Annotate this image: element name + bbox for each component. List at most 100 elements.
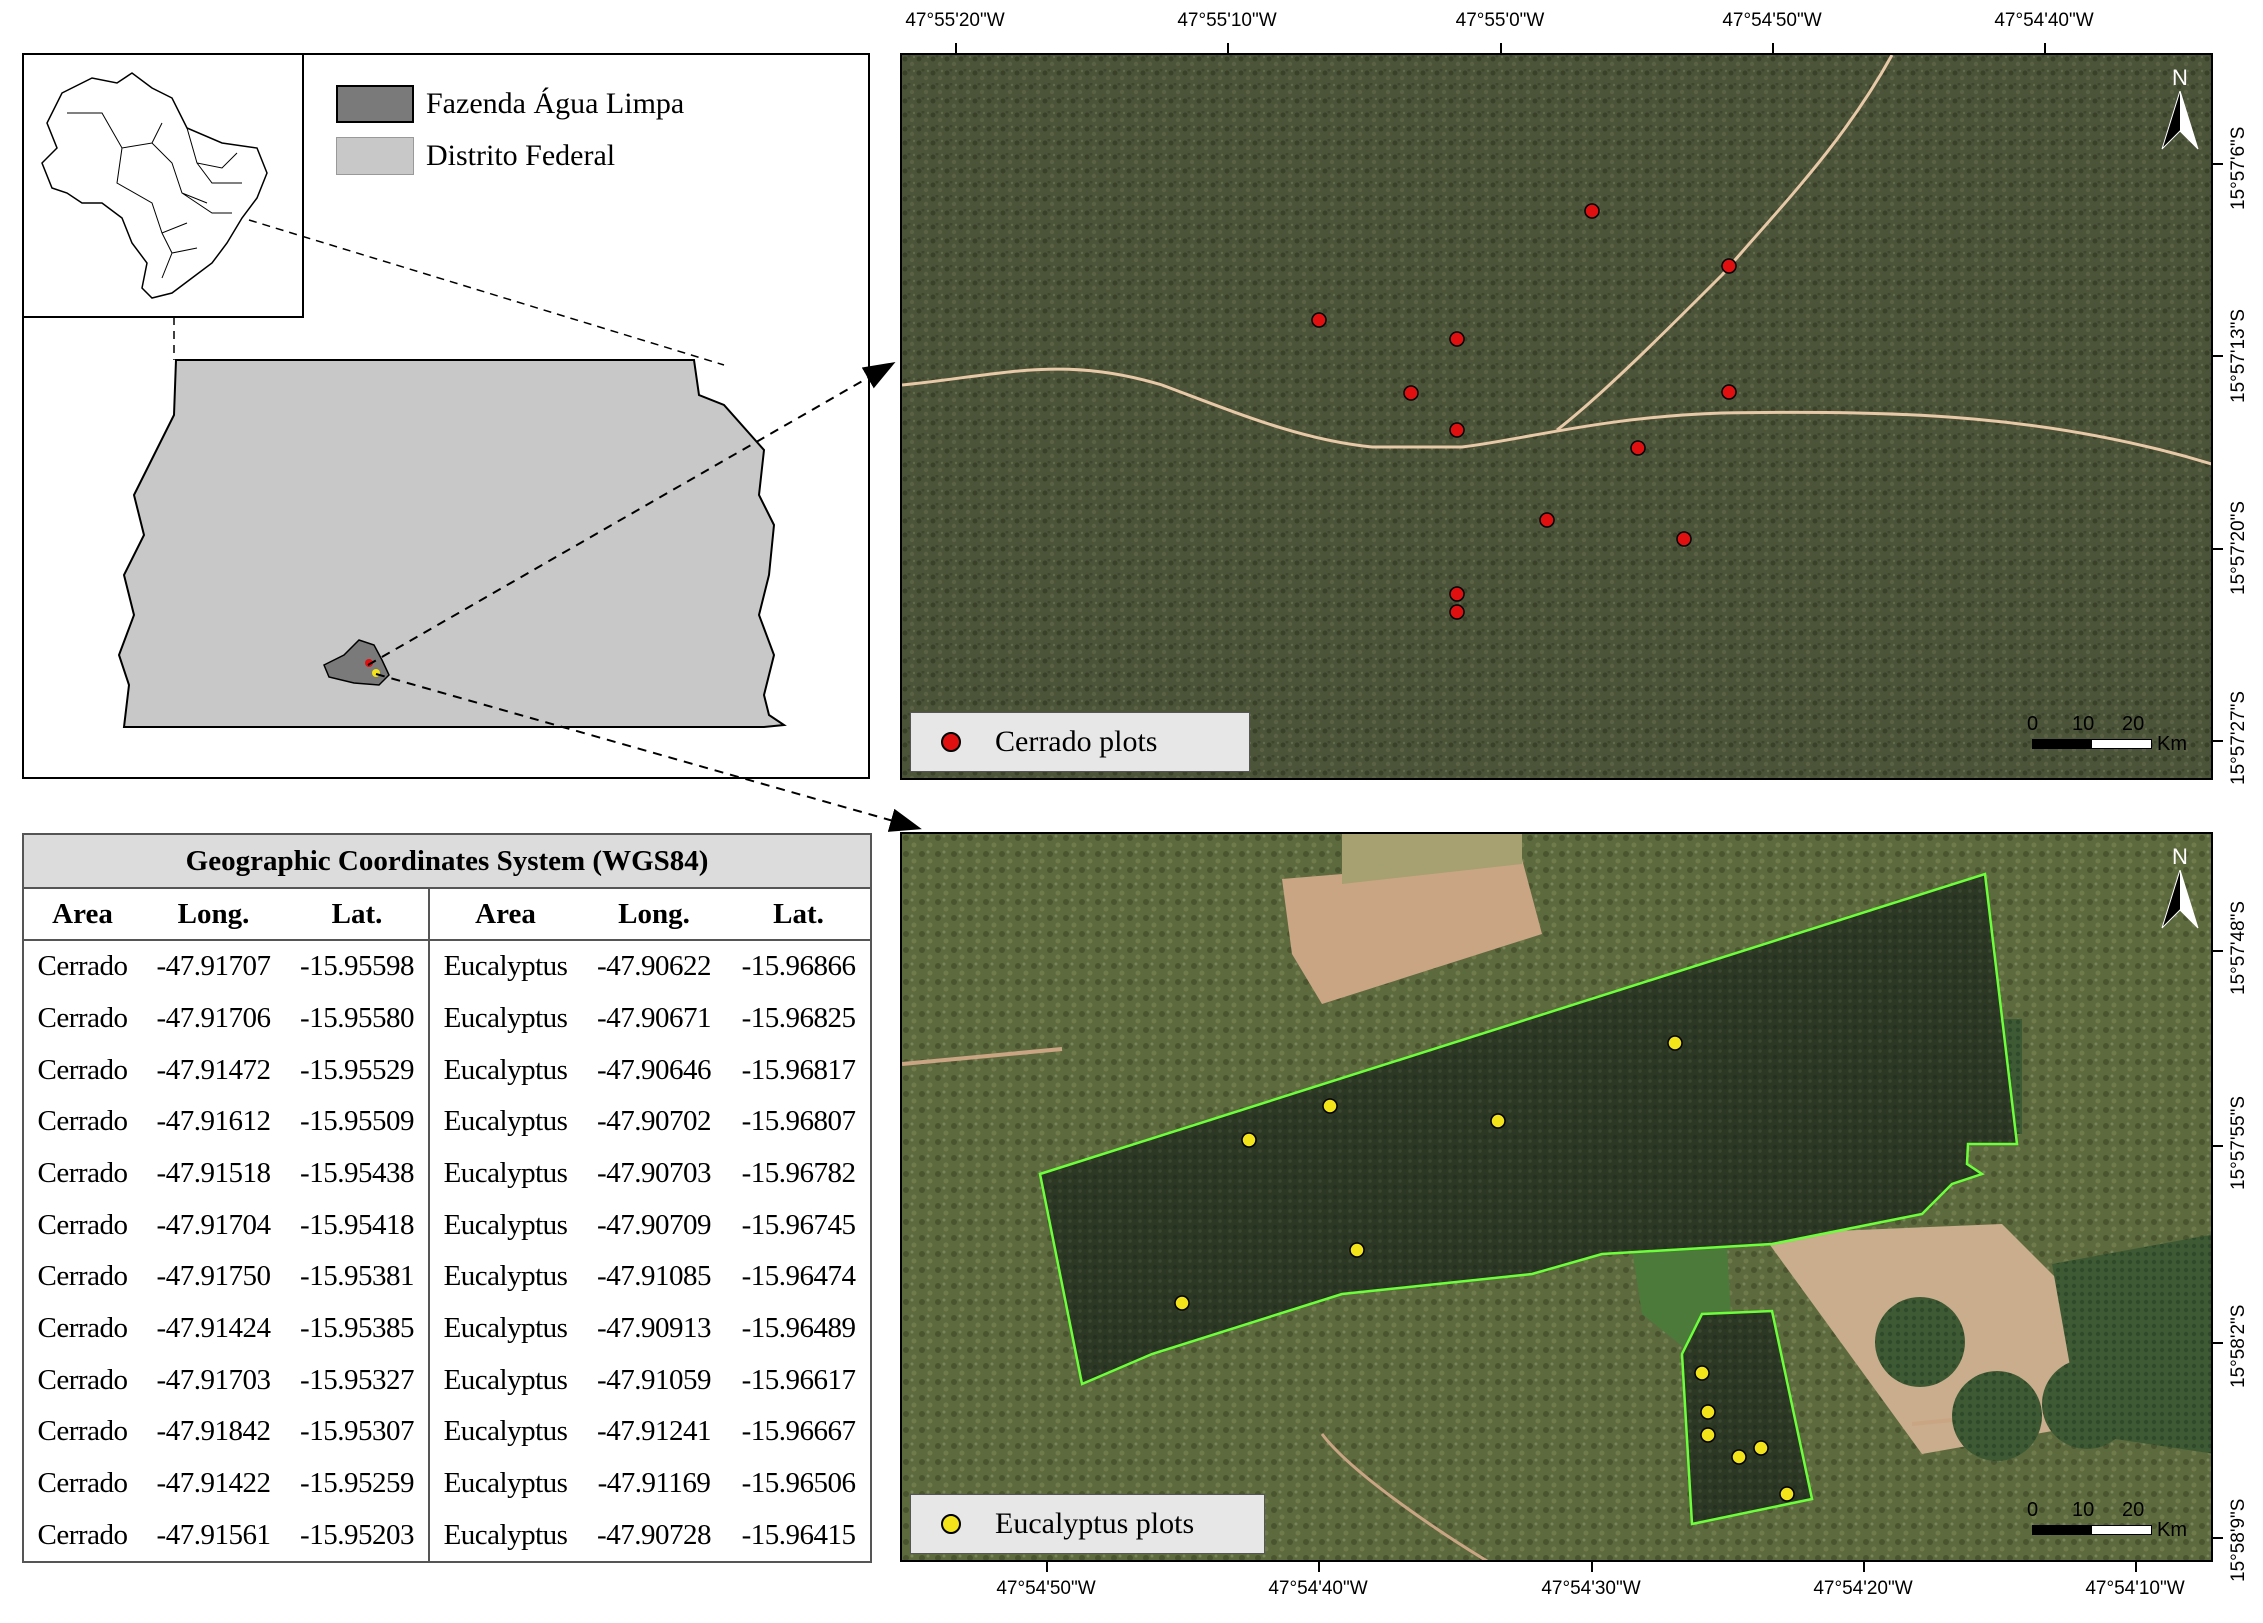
table-cell: Eucalyptus	[443, 1001, 568, 1034]
cerrado-plots	[1311, 203, 1737, 620]
table-cell: -47.91842	[156, 1415, 271, 1448]
coordinates-table: Geographic Coordinates System (WGS84) Ar…	[21, 833, 873, 1563]
table-cell: Cerrado	[37, 1001, 128, 1034]
scale-label-0: 0	[2027, 713, 2039, 735]
tick-mark	[1772, 43, 1774, 53]
eucalyptus-plot	[1490, 1113, 1506, 1129]
distrito-label: Distrito Federal	[426, 139, 616, 172]
table-cell: -15.96825	[741, 1001, 856, 1034]
cerrado-plot	[1676, 531, 1692, 547]
table-cell: -15.95580	[286, 992, 430, 1045]
table-cell: Eucalyptus	[443, 1363, 568, 1396]
tick-mark	[2213, 1342, 2223, 1344]
table-row: Cerrado -47.91704 -15.95418 Eucalyptus -47.9…	[23, 1199, 871, 1251]
table-cell: -47.91703	[156, 1363, 271, 1396]
scale-bar-top: 0 10 20 Km	[2022, 713, 2192, 763]
top-y-tick: 15°57'13"S	[2228, 308, 2249, 403]
table-cell: -15.96474	[741, 1260, 856, 1293]
table-cell: -15.96506	[741, 1466, 856, 1499]
north-label: N	[2172, 844, 2188, 869]
eucalyptus-imagery	[902, 834, 2211, 1560]
table-cell: -47.91707	[156, 950, 271, 983]
eucalyptus-plot	[1731, 1449, 1747, 1465]
distrito-federal-map	[117, 219, 787, 728]
tick-mark	[2213, 740, 2223, 742]
eucalyptus-plot	[1667, 1035, 1683, 1051]
table-cell: -15.96489	[741, 1311, 856, 1344]
bottom-x-tick: 47°54'10"W	[2085, 1578, 2185, 1599]
bottom-y-tick: 15°58'2"S	[2228, 1304, 2249, 1388]
top-x-tick: 47°54'50"W	[1722, 10, 1822, 31]
eucalyptus-plot	[1779, 1486, 1795, 1502]
table-cell: -15.95203	[286, 1509, 430, 1562]
tick-mark	[1500, 43, 1502, 53]
table-cell: -15.95385	[286, 1302, 430, 1355]
bottom-y-tick: 15°58'9"S	[2228, 1498, 2249, 1582]
table-cell: -47.90703	[597, 1156, 711, 1189]
top-x-tick: 47°55'0"W	[1455, 10, 1545, 31]
table-cell: -47.90622	[597, 950, 711, 983]
tick-mark	[1863, 1562, 1865, 1572]
cerrado-plot	[1584, 203, 1600, 219]
scale-label-10: 10	[2072, 713, 2095, 735]
table-cell: -47.91704	[156, 1208, 271, 1241]
eucalyptus-plot	[1349, 1242, 1365, 1258]
scale-bar	[2032, 1525, 2152, 1535]
table-cell: Eucalyptus	[443, 1415, 568, 1448]
header-area: Area	[22, 888, 141, 941]
table-cell: Cerrado	[37, 1311, 128, 1344]
tick-mark	[2213, 163, 2223, 165]
table-cell: -15.96807	[741, 1105, 856, 1138]
bottom-y-tick: 15°57'48"S	[2228, 900, 2249, 995]
scale-unit: Km	[2157, 733, 2187, 755]
scale-bar	[2032, 739, 2152, 749]
table-cell: -47.90913	[597, 1311, 711, 1344]
cerrado-plot	[1449, 331, 1465, 347]
table-cell: -15.96745	[741, 1208, 856, 1241]
top-y-tick: 15°57'6"S	[2228, 126, 2249, 210]
table-cell: -47.90671	[597, 1001, 711, 1034]
table-cell: -15.96817	[741, 1053, 856, 1086]
cerrado-plot	[1539, 512, 1555, 528]
brazil-inset	[24, 55, 304, 318]
table-cell: -15.95529	[286, 1044, 430, 1096]
table-row: Cerrado -47.91706 -15.95580 Eucalyptus -47.9…	[23, 992, 871, 1045]
table-cell: -47.91706	[156, 1001, 271, 1034]
cerrado-legend: Cerrado plots	[910, 712, 1250, 772]
table-cell: Cerrado	[37, 1518, 128, 1551]
table-cell: -47.91169	[597, 1466, 711, 1499]
eucalyptus-plot	[1753, 1440, 1769, 1456]
tick-mark	[1046, 1562, 1048, 1572]
tick-mark	[2135, 1562, 2137, 1572]
table-cell: Cerrado	[37, 1208, 128, 1241]
table-cell: Eucalyptus	[443, 1208, 568, 1241]
table-cell: Eucalyptus	[443, 1156, 568, 1189]
eucalyptus-map: N 0 10 20 Km Eucalyptus plots	[900, 832, 2213, 1562]
cerrado-plot	[1449, 586, 1465, 602]
cerrado-plot	[1721, 258, 1737, 274]
table-row: Cerrado -47.91422 -15.95259 Eucalyptus -47.9…	[23, 1457, 871, 1510]
locator-panel: Fazenda Água Limpa Distrito Federal	[22, 53, 870, 779]
table-cell: Eucalyptus	[443, 1105, 568, 1138]
table-cell: Cerrado	[37, 950, 128, 983]
table-cell: Eucalyptus	[443, 1466, 568, 1499]
tick-mark	[1591, 1562, 1593, 1572]
header-long: Long.	[141, 888, 286, 941]
header-lat: Lat.	[286, 888, 430, 941]
table-row: Cerrado -47.91707 -15.95598 Eucalyptus -47.9…	[23, 940, 871, 993]
eucalyptus-legend-label: Eucalyptus plots	[995, 1507, 1195, 1540]
eucalyptus-plot	[1694, 1365, 1710, 1381]
scale-bar-bottom: 0 10 20 Km	[2022, 1499, 2192, 1549]
eucalyptus-legend: Eucalyptus plots	[910, 1494, 1265, 1554]
table-cell: Cerrado	[37, 1415, 128, 1448]
table-cell: Cerrado	[37, 1053, 128, 1086]
top-y-tick: 15°57'20"S	[2228, 500, 2249, 595]
scale-unit: Km	[2157, 1519, 2187, 1541]
table-cell: -47.91085	[597, 1260, 711, 1293]
table-cell: -15.96617	[741, 1363, 856, 1396]
table-cell: -15.95307	[286, 1405, 430, 1458]
table-row: Cerrado -47.91518 -15.95438 Eucalyptus -47.9…	[23, 1147, 871, 1200]
table-title: Geographic Coordinates System (WGS84)	[21, 833, 873, 889]
tick-mark	[2213, 548, 2223, 550]
bottom-x-tick: 47°54'40"W	[1268, 1578, 1368, 1599]
